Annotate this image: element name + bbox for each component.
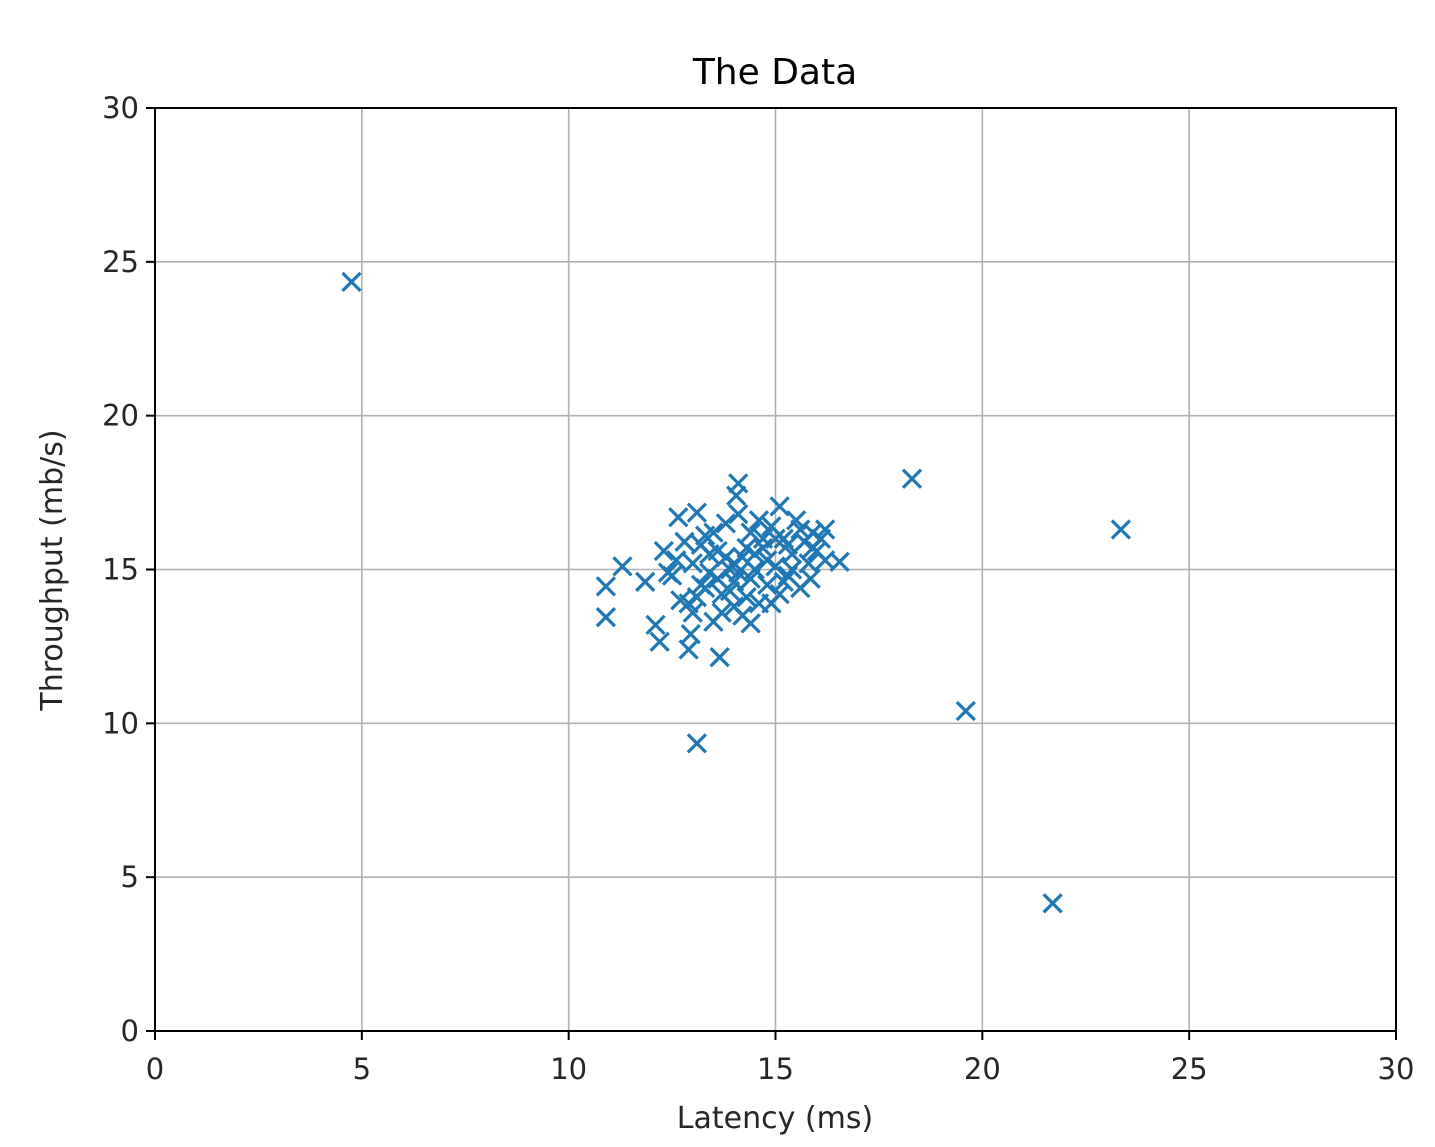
axis-ticks: 0 5 10 15 20 25 30 0 5 10 15 20 25 30 (102, 91, 1414, 1086)
y-tick-label: 15 (102, 553, 139, 587)
data-point (726, 485, 747, 506)
data-point (699, 543, 720, 565)
y-tick-label: 10 (102, 706, 139, 740)
y-tick-label: 30 (102, 91, 139, 125)
data-point (728, 562, 749, 583)
x-tick-label: 5 (353, 1052, 371, 1086)
y-tick-label: 25 (102, 245, 139, 279)
y-tick-label: 0 (121, 1014, 139, 1048)
data-point (719, 580, 741, 602)
data-point (740, 522, 761, 543)
data-point (901, 468, 923, 489)
data-point (695, 577, 716, 599)
x-tick-label: 20 (964, 1052, 1001, 1086)
data-point (790, 519, 811, 540)
data-point (686, 502, 708, 523)
data-point (1042, 893, 1063, 914)
data-point (757, 574, 778, 596)
data-point (680, 623, 701, 645)
data-point (769, 496, 790, 517)
data-point (674, 531, 695, 552)
chart-title: The Data (692, 52, 857, 93)
data-point (740, 568, 761, 589)
data-point (649, 631, 670, 652)
data-point (686, 733, 708, 754)
data-point (668, 507, 689, 528)
data-point (678, 593, 699, 614)
data-point (790, 577, 811, 599)
data-point (682, 553, 703, 574)
data-point (757, 550, 778, 571)
data-point (761, 593, 782, 614)
data-point (732, 605, 753, 626)
data-point (612, 556, 633, 577)
data-point (709, 647, 730, 668)
data-point (1110, 519, 1132, 540)
data-point (748, 510, 770, 531)
y-tick-label: 20 (102, 399, 139, 433)
data-point (736, 587, 757, 608)
data-point (781, 559, 803, 580)
data-points (341, 271, 1132, 914)
x-tick-label: 15 (757, 1052, 794, 1086)
data-point (595, 576, 617, 597)
data-point (666, 550, 687, 571)
data-point (715, 513, 736, 534)
y-tick-label: 5 (121, 860, 139, 894)
data-point (777, 534, 799, 556)
y-axis-title: Throughput (mb/s) (35, 429, 70, 711)
x-axis-title: Latency (ms) (677, 1101, 873, 1136)
data-point (341, 271, 362, 292)
data-point (736, 537, 757, 559)
x-tick-label: 30 (1378, 1052, 1415, 1086)
data-point (728, 503, 749, 525)
data-point (653, 540, 674, 562)
data-point (802, 537, 823, 559)
data-point (773, 571, 794, 592)
data-point (711, 602, 732, 623)
data-point (798, 553, 819, 574)
data-point (765, 528, 786, 549)
x-tick-label: 0 (146, 1052, 164, 1086)
x-tick-label: 10 (550, 1052, 587, 1086)
data-point (657, 562, 679, 583)
data-point (955, 700, 976, 722)
data-point (635, 571, 656, 592)
data-point (595, 607, 617, 628)
data-point (645, 614, 666, 636)
data-point (703, 522, 724, 543)
data-point (715, 547, 736, 568)
x-tick-label: 25 (1171, 1052, 1208, 1086)
